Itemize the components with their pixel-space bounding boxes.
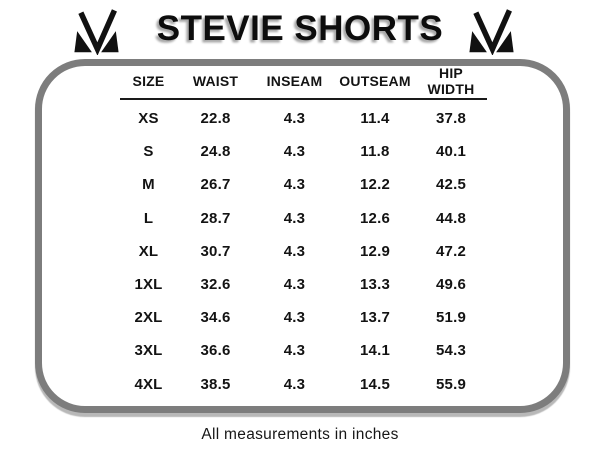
size-label: S (143, 143, 154, 161)
table-cell: 44.8 (436, 209, 466, 227)
table-cell: 14.5 (360, 375, 390, 393)
size-chart-table: SIZE WAIST INSEAM OUTSEAM HIP WIDTH XS 2… (120, 65, 487, 401)
size-label: 1XL (134, 276, 163, 294)
measurements-note: All measurements in inches (201, 426, 399, 443)
table-cell: 13.7 (360, 309, 390, 327)
column-header-size: SIZE (132, 73, 165, 90)
size-label: 3XL (134, 342, 163, 360)
column-header-outseam: OUTSEAM (339, 73, 411, 90)
table-cell: 22.8 (200, 110, 231, 128)
table-cell: 13.3 (360, 276, 390, 294)
table-cell: 14.1 (360, 342, 390, 360)
table-cell: 4.3 (283, 276, 306, 294)
table-cell: 4.3 (283, 242, 306, 260)
table-cell: 12.6 (360, 209, 390, 227)
size-label: XL (138, 242, 159, 260)
table-cell: 4.3 (283, 309, 306, 327)
table-cell: 49.6 (436, 276, 466, 294)
table-cell: 11.4 (360, 110, 390, 128)
table-cell: 36.6 (200, 342, 231, 360)
brand-logo-icon (73, 9, 120, 56)
table-cell: 11.8 (360, 143, 390, 161)
table-cell: 28.7 (200, 209, 231, 227)
size-label: M (142, 176, 155, 194)
table-cell: 24.8 (200, 143, 231, 161)
table-cell: 4.3 (283, 209, 306, 227)
table-cell: 4.3 (283, 143, 306, 161)
size-label: XS (138, 110, 159, 128)
table-cell: 26.7 (200, 176, 231, 194)
size-chart-border (35, 59, 570, 413)
table-cell: 32.6 (200, 276, 231, 294)
table-cell: 40.1 (436, 143, 466, 161)
table-cell: 4.3 (283, 342, 306, 360)
column-header-inseam: INSEAM (266, 73, 323, 90)
table-cell: 42.5 (436, 176, 466, 194)
size-label: 2XL (134, 309, 163, 327)
column-header-waist: WAIST (192, 73, 239, 90)
page-title: STEVIE SHORTS (156, 9, 444, 48)
size-label: L (143, 209, 154, 227)
table-cell: 4.3 (283, 110, 306, 128)
table-cell: 54.3 (436, 342, 466, 360)
table-cell: 37.8 (436, 110, 466, 128)
table-cell: 38.5 (200, 375, 231, 393)
table-cell: 55.9 (436, 375, 466, 393)
table-cell: 12.2 (360, 176, 390, 194)
table-cell: 12.9 (360, 242, 390, 260)
table-cell: 51.9 (436, 309, 466, 327)
size-label: 4XL (134, 375, 163, 393)
header-divider-line (120, 98, 487, 100)
column-header-hip-width: HIP WIDTH (427, 65, 475, 97)
brand-logo-icon (468, 9, 515, 56)
table-cell: 4.3 (283, 375, 306, 393)
table-cell: 30.7 (200, 242, 231, 260)
table-cell: 4.3 (283, 176, 306, 194)
table-cell: 34.6 (200, 309, 231, 327)
table-cell: 47.2 (436, 242, 466, 260)
